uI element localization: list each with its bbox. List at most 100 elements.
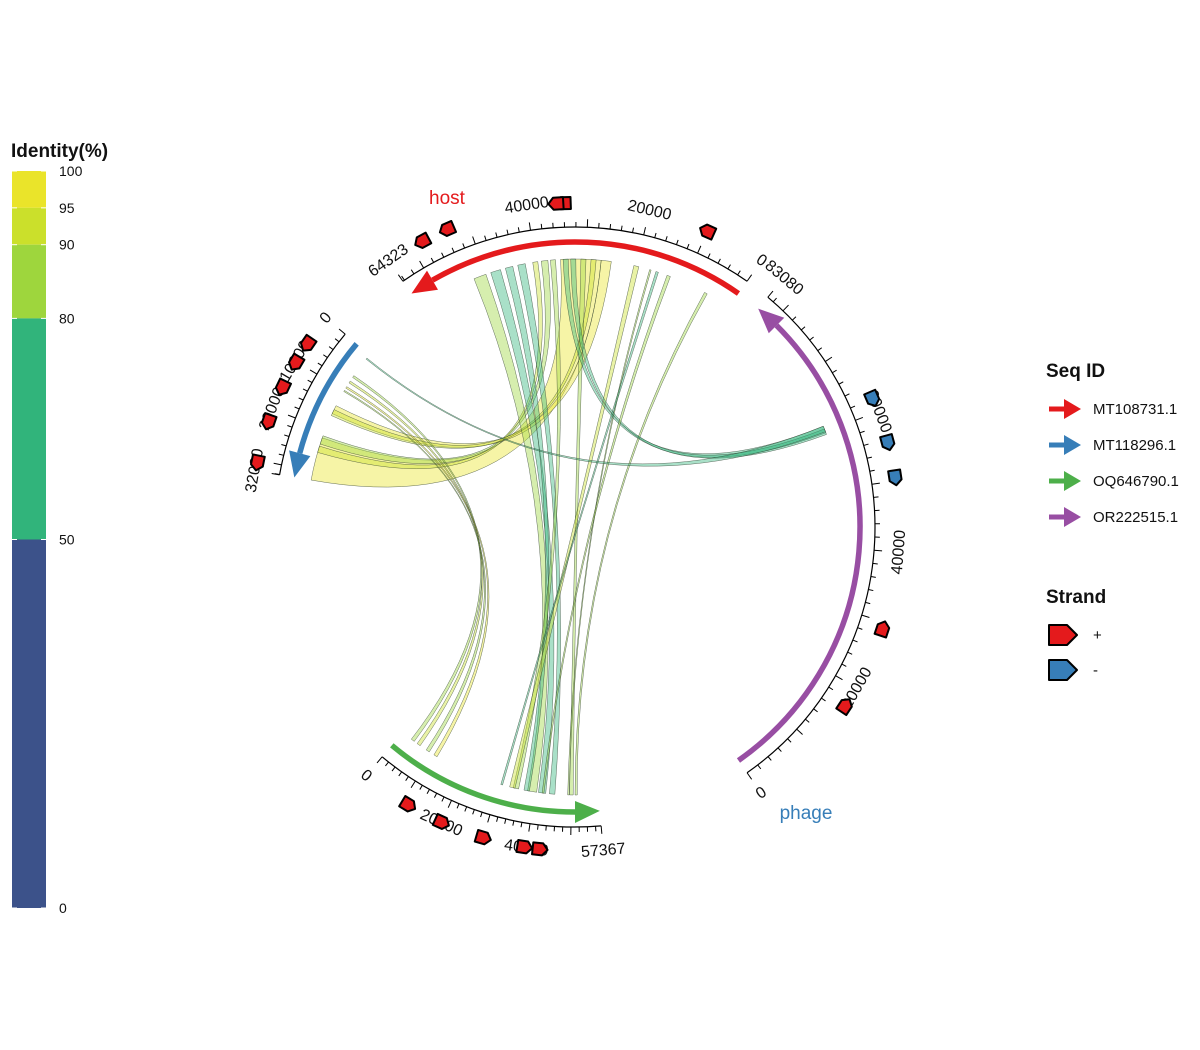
link-ribbon-22 bbox=[365, 357, 826, 467]
gene-marker-plus bbox=[274, 377, 293, 396]
link-ribbon-7 bbox=[505, 266, 549, 792]
link-ribbon-13 bbox=[500, 271, 659, 786]
colorbar-bands bbox=[12, 171, 46, 908]
gene-marker-plus bbox=[699, 223, 718, 241]
axis-tick bbox=[828, 686, 834, 691]
axis-tick bbox=[643, 227, 646, 236]
axis-tick bbox=[464, 806, 468, 812]
link-ribbon-4 bbox=[330, 259, 597, 449]
axis-tick bbox=[772, 297, 777, 303]
strand-legend-label: + bbox=[1093, 627, 1102, 644]
axis-tick bbox=[757, 764, 762, 770]
axis-tick bbox=[278, 453, 284, 456]
axis-tick bbox=[863, 443, 869, 446]
axis-tick bbox=[796, 728, 803, 735]
gene-marker-plus bbox=[547, 196, 565, 211]
axis-tick bbox=[484, 235, 487, 241]
seq-arrow-body bbox=[390, 743, 576, 815]
colorbar-tick-label: 90 bbox=[59, 237, 75, 253]
gene-marker-plus bbox=[398, 795, 417, 813]
axis-tick bbox=[401, 275, 405, 281]
axis-tick bbox=[675, 239, 679, 245]
axis-tick bbox=[838, 381, 844, 385]
axis-tick bbox=[451, 247, 455, 253]
axis-tick-end bbox=[271, 473, 280, 476]
axis-tick bbox=[287, 414, 296, 419]
axis-tick bbox=[309, 369, 318, 375]
axis-tick bbox=[855, 417, 864, 421]
axis-tick bbox=[746, 274, 753, 282]
axis-tick bbox=[317, 362, 323, 367]
axis-tick bbox=[868, 589, 874, 592]
link-ribbon-19 bbox=[348, 380, 484, 747]
axis-tick-label: 0 bbox=[317, 309, 336, 327]
gene-marker-plus bbox=[438, 219, 458, 237]
axis-tick bbox=[841, 663, 847, 667]
axis-tick bbox=[506, 229, 509, 235]
gene-marker-plus bbox=[531, 841, 549, 857]
axis-tick bbox=[717, 258, 721, 264]
axis-tick bbox=[281, 444, 287, 447]
axis-tick bbox=[410, 780, 416, 789]
seq-arrow-head bbox=[758, 308, 785, 334]
axis-tick bbox=[302, 388, 308, 392]
seq-arrow-head bbox=[411, 270, 438, 294]
axis-tick bbox=[727, 264, 731, 270]
axis-tick bbox=[861, 614, 870, 618]
axis-tick bbox=[872, 562, 878, 565]
axis-tick bbox=[504, 818, 507, 824]
gene-marker-minus bbox=[887, 468, 903, 487]
axis-tick bbox=[844, 393, 850, 397]
colorbar-title: Identity(%) bbox=[11, 141, 108, 162]
axis-tick bbox=[419, 260, 425, 269]
axis-tick-label: 83080 bbox=[761, 257, 806, 299]
seq-legend-label: OQ646790.1 bbox=[1093, 473, 1179, 490]
axis-tick bbox=[874, 549, 883, 552]
axis-tick bbox=[835, 675, 843, 681]
axis-tick bbox=[528, 823, 531, 832]
axis-tick bbox=[707, 253, 711, 259]
group-label-phage: phage bbox=[780, 803, 833, 824]
axis-tick bbox=[821, 697, 826, 702]
seq-legend-label: MT108731.1 bbox=[1093, 401, 1177, 418]
axis-tick bbox=[540, 223, 543, 229]
track-axis-line bbox=[746, 296, 876, 774]
link-ribbon-16 bbox=[570, 258, 827, 459]
axis-tick bbox=[433, 792, 438, 798]
seq-arrow-head bbox=[575, 801, 600, 823]
axis-tick bbox=[850, 405, 856, 409]
axis-tick bbox=[865, 601, 871, 605]
axis-tick bbox=[787, 738, 792, 743]
track-axis-line bbox=[402, 226, 748, 282]
axis-tick bbox=[456, 803, 460, 809]
axis-tick bbox=[426, 789, 430, 794]
colorbar-tick-label: 95 bbox=[59, 200, 75, 216]
link-ribbon-17 bbox=[541, 275, 671, 794]
axis-tick bbox=[871, 482, 880, 485]
seq-legend-arrow-head bbox=[1064, 471, 1081, 491]
link-ribbon-14 bbox=[574, 292, 708, 796]
colorbar-ticks: 100 95 90 80 50 0 bbox=[12, 163, 83, 916]
axis-tick-end bbox=[767, 290, 774, 298]
gene-marker-minus bbox=[879, 433, 896, 452]
link-ribbon-8 bbox=[517, 263, 561, 795]
axis-tick bbox=[620, 225, 623, 231]
link-ribbon-20 bbox=[345, 386, 490, 758]
gene-marker-plus bbox=[288, 352, 306, 371]
axis-tick bbox=[495, 232, 498, 238]
axis-tick bbox=[847, 651, 853, 655]
colorbar-band-0 bbox=[12, 171, 46, 208]
axis-tick bbox=[824, 356, 833, 362]
axis-tick bbox=[441, 252, 445, 258]
seq-legend-item: MT108731.1 bbox=[1049, 399, 1177, 419]
axis-tick bbox=[294, 406, 300, 410]
axis-tick bbox=[447, 800, 452, 808]
axis-tick bbox=[697, 245, 702, 254]
link-ribbons bbox=[310, 258, 827, 796]
gene-marker-plus bbox=[414, 231, 433, 249]
axis-tick bbox=[462, 243, 466, 249]
track-axis-line bbox=[278, 333, 346, 476]
axis-tick bbox=[472, 236, 476, 245]
axis-tick bbox=[385, 761, 389, 767]
